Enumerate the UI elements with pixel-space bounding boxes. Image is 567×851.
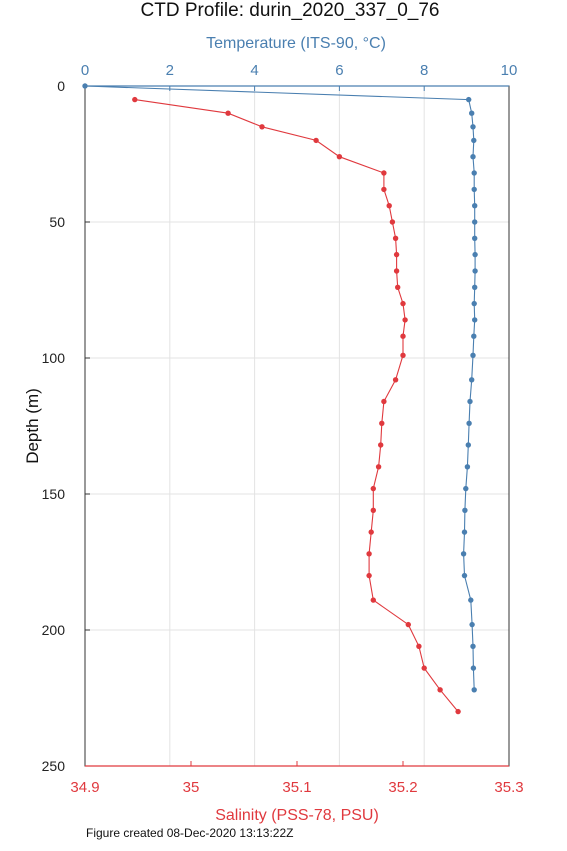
depth-tick-label-1: 50 bbox=[49, 214, 65, 230]
temperature-point-7 bbox=[471, 186, 477, 193]
temperature-point-8 bbox=[472, 203, 478, 209]
temperature-point-26 bbox=[460, 551, 467, 557]
temperature-point-31 bbox=[470, 665, 477, 671]
salinity-point-2 bbox=[259, 124, 265, 130]
depth-tick-label-0: 0 bbox=[57, 78, 65, 94]
salinity-point-29 bbox=[416, 643, 422, 649]
temperature-point-20 bbox=[466, 420, 472, 426]
plot-frame bbox=[84, 85, 510, 767]
temperature-point-25 bbox=[461, 529, 468, 535]
grid-lines bbox=[84, 85, 510, 767]
temperature-point-4 bbox=[471, 137, 477, 144]
temperature-point-11 bbox=[472, 251, 478, 258]
salinity-tick-label-3: 35.2 bbox=[388, 779, 417, 796]
depth-tick-label-4: 200 bbox=[42, 622, 66, 638]
salinity-axis-label: Salinity (PSS-78, PSU) bbox=[215, 807, 379, 824]
salinity-point-14 bbox=[402, 317, 408, 323]
salinity-tick-label-4: 35.3 bbox=[494, 779, 523, 796]
salinity-point-0 bbox=[132, 96, 138, 103]
temperature-point-2 bbox=[469, 110, 475, 116]
temperature-point-9 bbox=[472, 219, 478, 225]
salinity-point-19 bbox=[379, 420, 385, 426]
temperature-point-29 bbox=[469, 621, 475, 628]
salinity-point-23 bbox=[370, 507, 376, 513]
salinity-point-21 bbox=[375, 464, 382, 470]
salinity-point-12 bbox=[395, 284, 401, 290]
temperature-point-5 bbox=[470, 154, 476, 160]
temperature-point-23 bbox=[463, 485, 469, 492]
temperature-point-3 bbox=[470, 124, 476, 130]
salinity-point-3 bbox=[313, 137, 319, 144]
salinity-point-18 bbox=[381, 398, 387, 405]
temperature-point-16 bbox=[471, 333, 477, 339]
series-layer bbox=[82, 83, 478, 715]
salinity-point-9 bbox=[392, 235, 399, 241]
salinity-point-6 bbox=[381, 186, 387, 193]
temperature-point-24 bbox=[462, 507, 468, 513]
temperature-point-19 bbox=[467, 398, 473, 405]
temperature-point-6 bbox=[471, 170, 477, 176]
salinity-point-8 bbox=[389, 219, 396, 225]
salinity-point-27 bbox=[370, 597, 376, 603]
temperature-point-32 bbox=[471, 687, 477, 693]
salinity-point-7 bbox=[386, 203, 392, 209]
temperature-ticks: 0 2 4 6 8 10 bbox=[81, 62, 518, 91]
salinity-tick-label-2: 35.1 bbox=[282, 779, 311, 796]
salinity-point-13 bbox=[400, 300, 406, 307]
temperature-tick-label-2: 4 bbox=[250, 62, 258, 79]
temperature-point-1 bbox=[466, 96, 472, 103]
salinity-point-16 bbox=[400, 352, 406, 358]
salinity-point-4 bbox=[336, 154, 343, 160]
salinity-ticks: 34.9 35 35.1 35.2 35.3 bbox=[70, 761, 524, 796]
temperature-point-10 bbox=[472, 235, 478, 241]
temperature-point-12 bbox=[472, 268, 478, 274]
depth-tick-label-2: 100 bbox=[42, 350, 66, 366]
depth-tick-label-5: 250 bbox=[42, 758, 66, 774]
depth-axis-label: Depth (m) bbox=[23, 388, 42, 464]
temperature-point-14 bbox=[471, 300, 477, 307]
salinity-point-32 bbox=[455, 708, 461, 715]
salinity-point-15 bbox=[400, 333, 406, 339]
salinity-point-22 bbox=[370, 485, 376, 492]
temperature-tick-label-0: 0 bbox=[81, 62, 89, 79]
salinity-point-26 bbox=[366, 572, 372, 579]
salinity-point-1 bbox=[225, 110, 231, 116]
salinity-point-10 bbox=[393, 251, 400, 258]
temperature-tick-label-1: 2 bbox=[166, 62, 174, 79]
salinity-point-28 bbox=[405, 621, 411, 628]
temperature-point-17 bbox=[470, 352, 476, 358]
figure-footnote: Figure created 08-Dec-2020 13:13:22Z bbox=[86, 826, 293, 840]
salinity-point-30 bbox=[421, 665, 427, 671]
depth-ticks: 0 50 100 150 200 250 bbox=[42, 78, 90, 774]
salinity-point-5 bbox=[381, 170, 387, 176]
temperature-point-21 bbox=[465, 442, 471, 448]
temperature-series-line bbox=[84, 85, 476, 690]
salinity-point-11 bbox=[393, 268, 400, 274]
temperature-point-27 bbox=[461, 572, 468, 579]
salinity-point-25 bbox=[366, 551, 372, 557]
temperature-tick-label-4: 8 bbox=[420, 62, 428, 79]
temperature-axis-label: Temperature (ITS-90, °C) bbox=[206, 35, 386, 52]
temperature-tick-label-3: 6 bbox=[335, 62, 343, 79]
salinity-point-17 bbox=[392, 377, 399, 383]
temperature-point-30 bbox=[470, 643, 476, 649]
temperature-tick-label-5: 10 bbox=[501, 62, 518, 79]
salinity-series-line bbox=[134, 99, 459, 712]
salinity-tick-label-0: 34.9 bbox=[70, 779, 99, 796]
temperature-point-22 bbox=[464, 464, 471, 470]
temperature-point-18 bbox=[469, 377, 475, 383]
temperature-point-13 bbox=[472, 284, 478, 290]
salinity-point-20 bbox=[378, 442, 384, 448]
temperature-point-28 bbox=[468, 597, 474, 603]
salinity-point-24 bbox=[368, 529, 374, 535]
depth-tick-label-3: 150 bbox=[42, 486, 66, 502]
salinity-tick-label-1: 35 bbox=[183, 779, 200, 796]
chart-title: CTD Profile: durin_2020_337_0_76 bbox=[141, 0, 440, 21]
temperature-point-0 bbox=[82, 83, 88, 89]
salinity-point-31 bbox=[437, 687, 443, 693]
temperature-point-15 bbox=[472, 317, 478, 323]
